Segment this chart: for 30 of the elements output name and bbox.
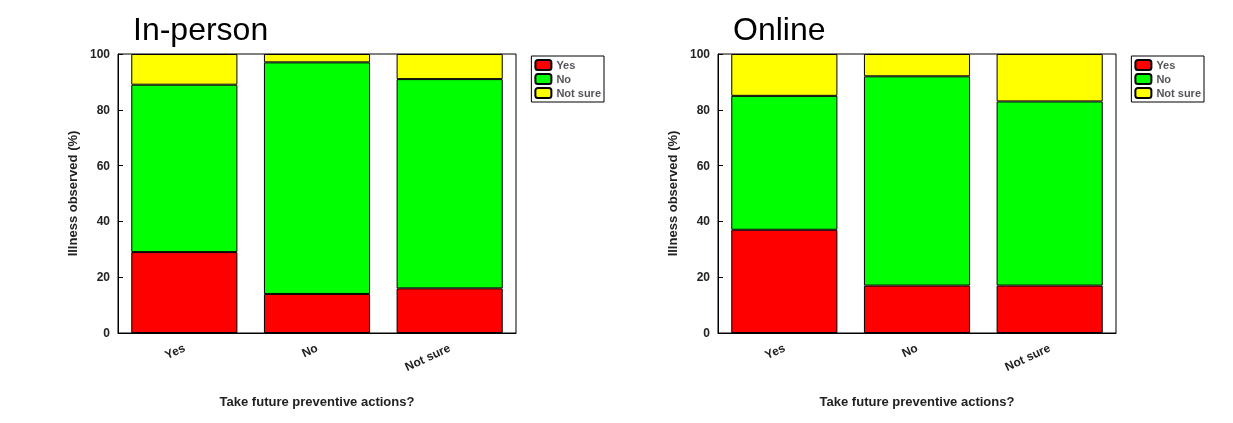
y-tick-label: 80 [96, 102, 111, 117]
y-tick-label: 40 [696, 214, 711, 229]
y-tick-label: 20 [696, 270, 711, 285]
x-axis-title: Take future preventive actions? [819, 394, 1015, 409]
y-tick-label: 60 [96, 158, 111, 173]
y-axis-title: Illness observed (%) [65, 130, 81, 257]
legend-label: Yes [1156, 59, 1176, 71]
chart-title: Online [733, 11, 826, 47]
x-tick-label: No [899, 340, 920, 361]
y-tick-label: 60 [696, 158, 711, 173]
y-tick-label: 80 [696, 102, 711, 117]
y-tick-label: 0 [703, 326, 711, 340]
legend-label: Yes [556, 59, 576, 71]
legend-label: Not sure [1156, 87, 1202, 99]
y-tick-label: 20 [96, 270, 111, 285]
x-tick-label: No [299, 340, 320, 361]
x-tick-label: Yes [162, 340, 188, 363]
x-axis-title: Take future preventive actions? [219, 394, 415, 409]
y-tick-label: 100 [89, 47, 111, 61]
y-axis-title: Illness observed (%) [665, 130, 681, 257]
legend-label: No [556, 73, 572, 85]
y-tick-label: 40 [96, 214, 111, 229]
x-tick-label: Not sure [1002, 340, 1053, 374]
y-tick-label: 100 [689, 47, 711, 61]
x-tick-label: Not sure [402, 340, 453, 374]
x-tick-label: Yes [762, 340, 788, 363]
legend-label: No [1156, 73, 1172, 85]
y-tick-label: 0 [103, 326, 111, 340]
chart-title: In-person [133, 11, 269, 47]
legend-label: Not sure [556, 87, 602, 99]
